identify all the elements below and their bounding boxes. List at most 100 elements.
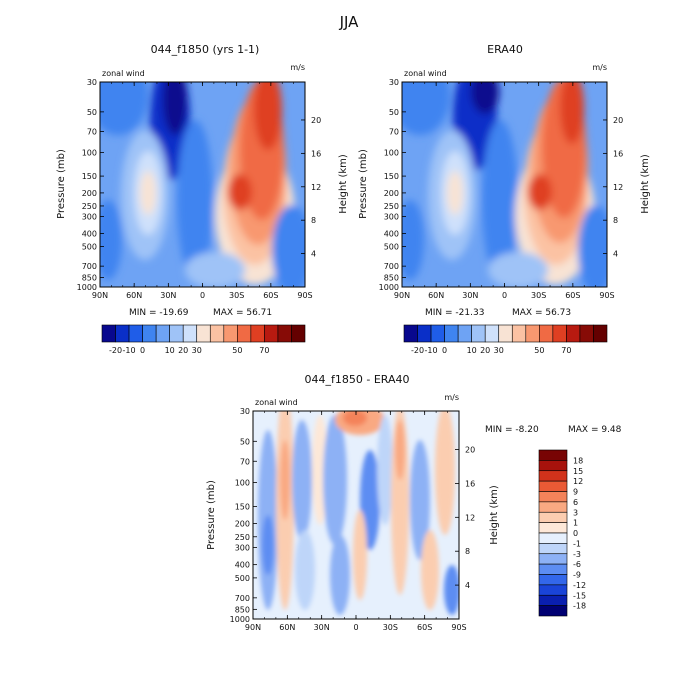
pressure-tick-label: 50 <box>87 108 97 117</box>
panel-model-y2label: Height (km) <box>338 154 349 214</box>
panel-model-ylabel: Pressure (mb) <box>56 149 67 219</box>
panel-model-contours <box>100 82 305 287</box>
pressure-tick-label: 500 <box>235 574 250 583</box>
colorbar-label: -3 <box>573 550 581 559</box>
colorbar-label: -6 <box>573 560 581 569</box>
colorbar-swatch <box>484 324 500 343</box>
pressure-tick-label: 850 <box>384 273 399 282</box>
lat-tick-label: 30S <box>531 291 546 300</box>
colorbar-swatch <box>155 324 170 343</box>
colorbar-swatch <box>403 324 418 343</box>
pressure-tick-label: 30 <box>389 78 399 87</box>
height-tick-label: 12 <box>311 183 321 192</box>
colorbar-swatch <box>538 491 568 503</box>
colorbar-swatch <box>593 324 608 343</box>
lat-tick-label: 60N <box>126 291 142 300</box>
panel-diff-y2label: Height (km) <box>489 485 500 545</box>
pressure-tick-label: 1000 <box>379 283 399 292</box>
colorbar-swatch <box>471 324 486 343</box>
colorbar-label: 50 <box>534 346 544 355</box>
lat-tick-label: 60S <box>565 291 580 300</box>
lat-tick-label: 60N <box>279 623 295 632</box>
pressure-tick-label: 70 <box>240 457 250 466</box>
colorbar-label: -10 <box>425 346 438 355</box>
panel-obs-y2label: Height (km) <box>640 154 651 214</box>
colorbar-label: 30 <box>494 346 504 355</box>
colorbar-swatch <box>566 324 581 343</box>
pressure-tick-label: 1000 <box>230 615 250 624</box>
lat-tick-label: 90N <box>394 291 410 300</box>
colorbar-swatch <box>182 324 198 343</box>
panel-diff-variable: zonal wind <box>255 398 298 407</box>
pressure-tick-label: 250 <box>235 533 250 542</box>
height-tick-label: 12 <box>465 513 475 522</box>
colorbar-swatch <box>538 594 568 606</box>
colorbar-label: 20 <box>480 346 490 355</box>
pressure-tick-label: 150 <box>82 172 97 181</box>
lat-tick-label: 30S <box>229 291 244 300</box>
colorbar-label: 15 <box>573 467 583 476</box>
pressure-tick-label: 500 <box>384 242 399 251</box>
panel-obs-contours <box>402 82 607 287</box>
height-tick-label: 8 <box>465 547 470 556</box>
lat-tick-label: 60S <box>263 291 278 300</box>
pressure-tick-label: 70 <box>87 128 97 137</box>
colorbar-swatch <box>291 324 306 343</box>
pressure-tick-label: 100 <box>384 148 399 157</box>
colorbar-swatch <box>538 501 568 513</box>
colorbar-label: 70 <box>561 346 571 355</box>
colorbar-swatch <box>538 563 568 575</box>
pressure-tick-label: 700 <box>82 262 97 271</box>
colorbar-label: 10 <box>165 346 175 355</box>
pressure-tick-label: 700 <box>384 262 399 271</box>
colorbar-swatch <box>196 324 211 343</box>
colorbar-label: 9 <box>573 488 578 497</box>
colorbar-label: 30 <box>192 346 202 355</box>
colorbar-swatch <box>579 324 594 343</box>
lat-tick-label: 0 <box>200 291 205 300</box>
panel-model-variable: zonal wind <box>102 69 145 78</box>
panel-diff-min: MIN = -8.20 <box>485 425 539 435</box>
colorbar-swatch <box>209 324 225 343</box>
colorbar-swatch <box>444 324 459 343</box>
colorbar-label: -20 <box>109 346 122 355</box>
lat-tick-label: 30S <box>383 623 398 632</box>
pressure-tick-label: 50 <box>240 437 250 446</box>
colorbar-label: 6 <box>573 498 578 507</box>
lat-tick-label: 90S <box>297 291 312 300</box>
colorbar-label: -1 <box>573 539 581 548</box>
pressure-tick-label: 250 <box>82 202 97 211</box>
colorbar-swatch <box>511 324 527 343</box>
pressure-tick-label: 30 <box>240 407 250 416</box>
panel-obs-units: m/s <box>592 63 607 72</box>
colorbar-label: 70 <box>259 346 269 355</box>
colorbar-swatch <box>538 543 568 555</box>
colorbar-swatch <box>539 324 554 343</box>
panel-diff: 044_f1850 - ERA40 zonal wind m/s <box>206 373 622 632</box>
colorbar-swatch <box>169 324 184 343</box>
height-tick-label: 20 <box>311 116 321 125</box>
lat-tick-label: 90S <box>599 291 614 300</box>
lat-tick-label: 30N <box>462 291 478 300</box>
colorbar-swatch <box>430 324 445 343</box>
panel-obs-variable: zonal wind <box>404 69 447 78</box>
lat-tick-label: 30N <box>160 291 176 300</box>
panel-obs-ylabel: Pressure (mb) <box>358 149 369 219</box>
height-tick-label: 16 <box>465 479 475 488</box>
colorbar-swatch <box>237 324 252 343</box>
pressure-tick-label: 250 <box>384 202 399 211</box>
height-tick-label: 4 <box>311 250 316 259</box>
colorbar-label: -18 <box>573 602 586 611</box>
pressure-tick-label: 1000 <box>77 283 97 292</box>
colorbar-swatch <box>538 470 568 482</box>
colorbar-swatch <box>538 522 568 534</box>
colorbar-swatch <box>538 584 568 596</box>
colorbar-swatch <box>223 324 238 343</box>
colorbar-label: -20 <box>411 346 424 355</box>
colorbar-label: 0 <box>573 529 578 538</box>
panel-diff-ylabel: Pressure (mb) <box>206 480 217 550</box>
colorbar-label: 0 <box>442 346 447 355</box>
colorbar-swatch <box>525 324 540 343</box>
height-tick-label: 20 <box>613 116 623 125</box>
